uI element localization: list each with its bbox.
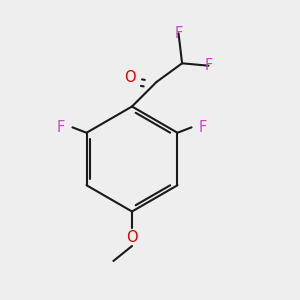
Text: O: O: [126, 230, 138, 244]
Text: F: F: [57, 120, 65, 135]
Text: F: F: [199, 120, 207, 135]
Text: F: F: [204, 58, 213, 73]
Text: O: O: [124, 70, 136, 85]
Text: F: F: [174, 26, 183, 41]
